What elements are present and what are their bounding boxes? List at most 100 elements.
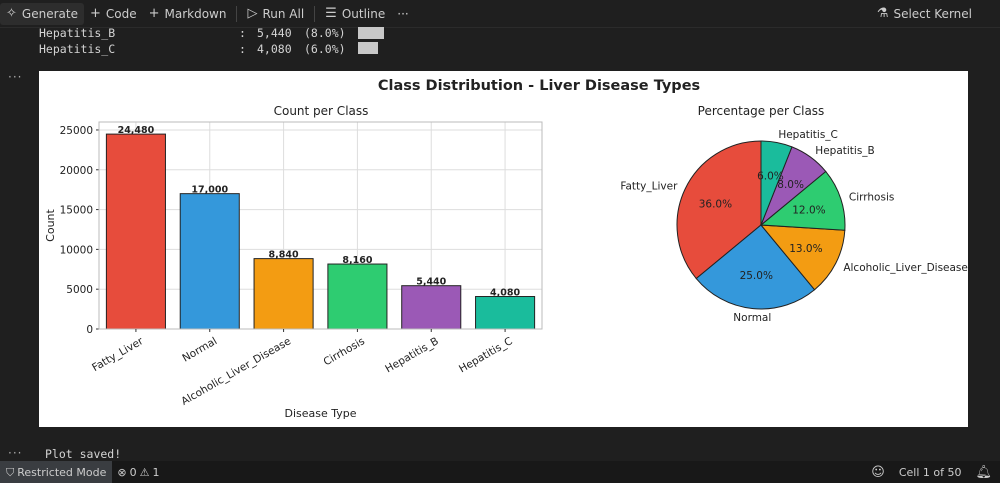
pie-slice-alcoholic-liver-disease [759,224,846,291]
output-line-hepatitis-b: Hepatitis_B:5,440 (8.0%) [39,26,346,40]
output-mini-bar [358,42,378,54]
bar-fatty-liver [105,133,166,330]
pie-percent-label: 13.0% [789,243,822,255]
output-label: Hepatitis_B [39,26,116,40]
toolbar-divider [236,5,238,22]
x-tick-label: Cirrhosis [322,335,367,368]
bar-normal [179,193,240,330]
bar-cirrhosis [327,263,388,330]
pie-category-label: Alcoholic_Liver_Disease [843,262,968,274]
pie-category-label: Cirrhosis [849,191,894,203]
x-axis-label: Disease Type [284,407,356,420]
code-label: Code [105,6,137,21]
y-tick-label: 20000 [60,165,93,177]
x-tick-label: Normal [180,335,219,364]
output-label: Hepatitis_C [39,42,116,56]
x-tick-label: Hepatitis_B [383,335,440,375]
output-value: 5,440 [257,26,292,40]
run-all-button[interactable]: ▷ Run All [241,3,310,25]
pie-percent-label: 25.0% [740,270,773,282]
pie-percent-label: 8.0% [777,179,804,191]
pie-slice-fatty-liver [676,140,762,280]
plus-icon: + [148,6,160,21]
pie-category-label: Normal [733,312,771,324]
play-icon: ▷ [247,6,258,21]
output-separator: : [239,26,246,40]
pie-percent-label: 12.0% [792,204,825,216]
pie-category-label: Fatty_Liver [620,181,678,193]
bar-grid [99,122,542,330]
error-count: 0 [129,465,137,479]
bar-chart-title: Count per Class [274,104,369,118]
pie-chart-title: Percentage per Class [698,104,825,118]
warning-count: 1 [152,465,160,479]
output-value: 4,080 [257,42,292,56]
pie-percent-label: 6.0% [757,170,784,182]
bar-hepatitis-b [401,285,462,330]
select-kernel-label: Select Kernel [893,6,972,21]
add-code-button[interactable]: + Code [84,3,143,25]
plot-output: Class Distribution - Liver Disease Types… [39,71,968,427]
y-tick-label: 10000 [60,244,93,256]
pie-slice-hepatitis-c [760,140,793,226]
bar-value-label: 24,480 [118,125,155,136]
cell-more-button[interactable]: ··· [8,70,23,84]
pie-category-label: Hepatitis_B [815,145,874,157]
bell-icon[interactable]: 🔔︎ [975,464,992,480]
y-tick-label: 15000 [60,205,93,217]
shield-icon: ⛉ [6,465,15,479]
bar-marks: 24,480 17,000 8,840 8,160 5,440 4,080 [105,125,536,330]
bar-plot-frame [98,121,543,330]
figure-title: Class Distribution - Liver Disease Types [378,78,700,94]
y-axis-label: Count [44,208,57,241]
markdown-label: Markdown [164,6,227,21]
y-tick-label: 0 [86,324,93,336]
kernel-icon: ⚗ [876,6,889,21]
bar-value-label: 17,000 [191,185,228,196]
plus-icon: + [89,6,101,21]
bar-value-label: 4,080 [490,288,520,299]
bar-alcoholic-liver-disease [253,258,314,330]
figure-svg: Class Distribution - Liver Disease Types… [44,78,968,420]
cell-more-button[interactable]: ··· [8,446,23,460]
status-bar: ⛉ Restricted Mode ⊗ 0 ⚠ 1 ☺ Cell 1 of 50… [0,461,1000,483]
bar-value-label: 8,840 [269,250,299,261]
toolbar-divider [314,5,316,22]
pie-slice-cirrhosis [759,170,846,231]
select-kernel-button[interactable]: ⚗ Select Kernel [871,3,978,25]
pie-marks: 36.0% Fatty_Liver 25.0% Normal 13.0% Alcoholi… [620,129,967,324]
pie-category-label: Hepatitis_C [778,129,838,141]
output-mini-bar [358,27,384,39]
output-separator: : [239,42,246,56]
x-tick-label: Fatty_Liver [90,335,146,374]
generate-label: Generate [21,6,78,21]
warning-icon: ⚠ [139,465,150,479]
restricted-mode-label: Restricted Mode [17,465,107,479]
pie-percent-label: 36.0% [699,199,732,211]
more-actions-button[interactable]: ··· [391,3,414,25]
output-line-hepatitis-c: Hepatitis_C:4,080 (6.0%) [39,42,346,56]
sparkle-icon: ✧ [6,6,17,21]
x-tick-label: Hepatitis_C [457,335,515,375]
output-percent: (8.0%) [304,26,346,40]
generate-button[interactable]: ✧ Generate [0,2,84,25]
output-percent: (6.0%) [304,42,346,56]
bar-hepatitis-c [475,296,536,330]
outline-label: Outline [341,6,386,21]
problems-indicator[interactable]: ⊗ 0 ⚠ 1 [112,466,164,479]
add-markdown-button[interactable]: + Markdown [143,3,233,25]
error-icon: ⊗ [117,465,127,479]
bar-plot-area [99,122,542,329]
notebook-toolbar: ✧ Generate + Code + Markdown ▷ Run All ☰… [0,0,1000,28]
restricted-mode-indicator[interactable]: ⛉ Restricted Mode [0,461,113,483]
more-label: ··· [397,6,409,21]
outline-button[interactable]: ☰ Outline [319,3,391,25]
cell-position[interactable]: Cell 1 of 50 [898,465,962,479]
y-tick-label: 25000 [60,125,93,137]
output-plot-saved: Plot saved! [45,447,122,461]
list-icon: ☰ [325,6,337,21]
run-all-label: Run All [262,6,305,21]
pie-slice-normal [695,224,816,310]
copilot-icon[interactable]: ☺ [871,464,885,480]
bar-value-label: 8,160 [342,255,372,266]
